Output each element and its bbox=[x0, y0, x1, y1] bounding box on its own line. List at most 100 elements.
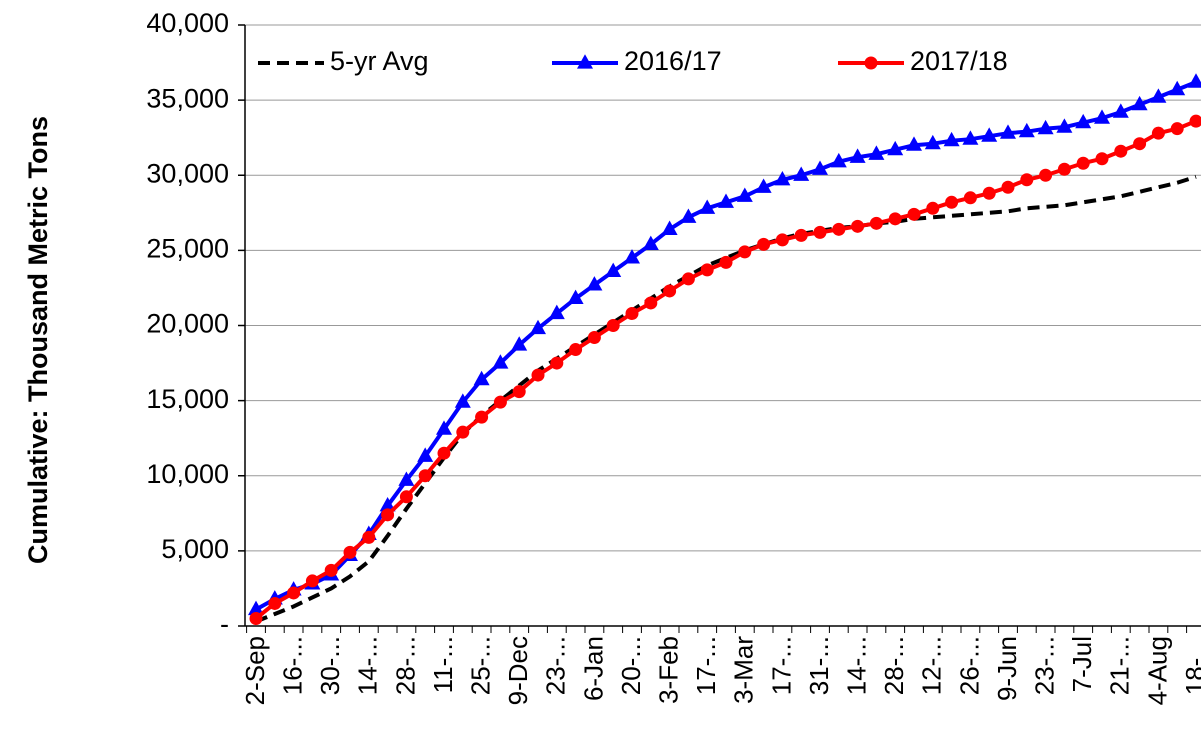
data-point bbox=[343, 545, 357, 559]
data-point bbox=[757, 237, 771, 251]
data-point bbox=[398, 471, 415, 486]
x-tick-label: 30-... bbox=[315, 636, 345, 695]
y-tick-label: 40,000 bbox=[146, 8, 229, 38]
data-point bbox=[794, 228, 808, 242]
y-tick-label: 15,000 bbox=[146, 384, 229, 414]
data-point bbox=[530, 319, 546, 335]
data-point bbox=[1112, 103, 1129, 118]
data-point bbox=[437, 446, 451, 460]
data-point bbox=[454, 393, 471, 408]
data-point bbox=[851, 219, 865, 233]
data-point bbox=[587, 331, 601, 345]
data-point bbox=[924, 134, 941, 150]
data-point bbox=[718, 193, 734, 208]
data-point bbox=[699, 199, 716, 214]
data-point bbox=[1039, 168, 1053, 182]
x-tick-label: 23-... bbox=[541, 636, 571, 695]
data-point bbox=[832, 222, 846, 236]
data-point bbox=[736, 187, 753, 202]
data-point bbox=[963, 191, 977, 205]
data-point bbox=[1094, 109, 1110, 124]
data-point bbox=[492, 354, 509, 369]
x-tick-label: 28-... bbox=[390, 636, 420, 695]
x-tick-label: 21-... bbox=[1105, 636, 1135, 695]
data-point bbox=[475, 410, 489, 424]
data-point bbox=[1075, 113, 1092, 129]
data-point bbox=[606, 319, 620, 332]
data-point bbox=[268, 596, 282, 610]
data-point bbox=[605, 262, 622, 278]
x-tick-label: 31-... bbox=[804, 636, 834, 695]
y-tick-label: 10,000 bbox=[146, 459, 229, 489]
data-point bbox=[1189, 114, 1201, 128]
data-point bbox=[1114, 144, 1128, 158]
data-point bbox=[981, 127, 998, 142]
data-point bbox=[907, 207, 921, 221]
data-point bbox=[642, 235, 659, 250]
y-tick-label: - bbox=[220, 609, 229, 639]
data-point bbox=[719, 255, 733, 269]
data-point bbox=[324, 563, 338, 577]
legend-label: 2016/17 bbox=[624, 46, 722, 76]
series-line bbox=[255, 174, 1197, 624]
data-point bbox=[1151, 126, 1165, 140]
x-tick-label: 2-Sep bbox=[240, 636, 270, 705]
data-point bbox=[248, 600, 264, 616]
data-point bbox=[586, 276, 603, 291]
data-point bbox=[793, 166, 810, 181]
x-tick-label: 3-Mar bbox=[729, 636, 759, 704]
x-tick-label: 9-Jun bbox=[992, 636, 1022, 701]
data-point bbox=[493, 395, 507, 409]
data-point bbox=[1037, 119, 1054, 135]
y-tick-label: 30,000 bbox=[146, 158, 229, 188]
data-point bbox=[926, 201, 940, 215]
data-point bbox=[550, 356, 564, 370]
data-point bbox=[381, 508, 395, 522]
legend-marker bbox=[577, 54, 593, 69]
data-point bbox=[249, 611, 263, 625]
data-point bbox=[1020, 173, 1034, 187]
data-point bbox=[531, 368, 545, 382]
legend-label: 2017/18 bbox=[910, 46, 1008, 76]
x-tick-label: 6-Jan bbox=[578, 636, 608, 701]
data-point bbox=[906, 136, 922, 151]
data-point bbox=[943, 131, 960, 147]
x-tick-label: 17-... bbox=[766, 636, 796, 695]
x-tick-label: 23-... bbox=[1029, 636, 1059, 695]
x-tick-label: 9-Dec bbox=[503, 636, 533, 705]
x-tick-label: 28-... bbox=[879, 636, 909, 695]
data-point bbox=[625, 306, 639, 320]
data-point bbox=[1169, 80, 1186, 96]
data-point bbox=[456, 425, 470, 439]
data-point bbox=[755, 178, 772, 193]
x-tick-label: 7-Jul bbox=[1067, 636, 1097, 692]
data-point bbox=[569, 343, 583, 357]
data-point bbox=[1000, 124, 1016, 139]
data-point bbox=[680, 208, 697, 223]
data-point bbox=[812, 160, 828, 175]
data-point bbox=[813, 225, 827, 239]
data-point bbox=[567, 289, 584, 305]
data-point bbox=[511, 336, 528, 351]
legend-marker bbox=[864, 56, 878, 70]
data-point bbox=[1133, 137, 1147, 151]
data-point bbox=[473, 370, 490, 386]
data-point bbox=[661, 220, 678, 235]
data-point bbox=[624, 249, 640, 264]
data-point bbox=[418, 469, 432, 483]
y-tick-label: 25,000 bbox=[146, 234, 229, 264]
y-axis-label: Cumulative: Thousand Metric Tons bbox=[23, 116, 53, 564]
data-point bbox=[888, 212, 902, 226]
data-point bbox=[362, 530, 376, 544]
data-point bbox=[1188, 73, 1201, 88]
x-tick-label: 14-... bbox=[353, 636, 383, 695]
y-tick-label: 20,000 bbox=[146, 309, 229, 339]
data-point bbox=[1150, 88, 1167, 103]
data-point bbox=[1056, 118, 1073, 133]
x-tick-label: 17-... bbox=[691, 636, 721, 695]
data-point bbox=[644, 296, 658, 310]
data-point bbox=[774, 170, 791, 186]
data-point bbox=[869, 216, 883, 230]
